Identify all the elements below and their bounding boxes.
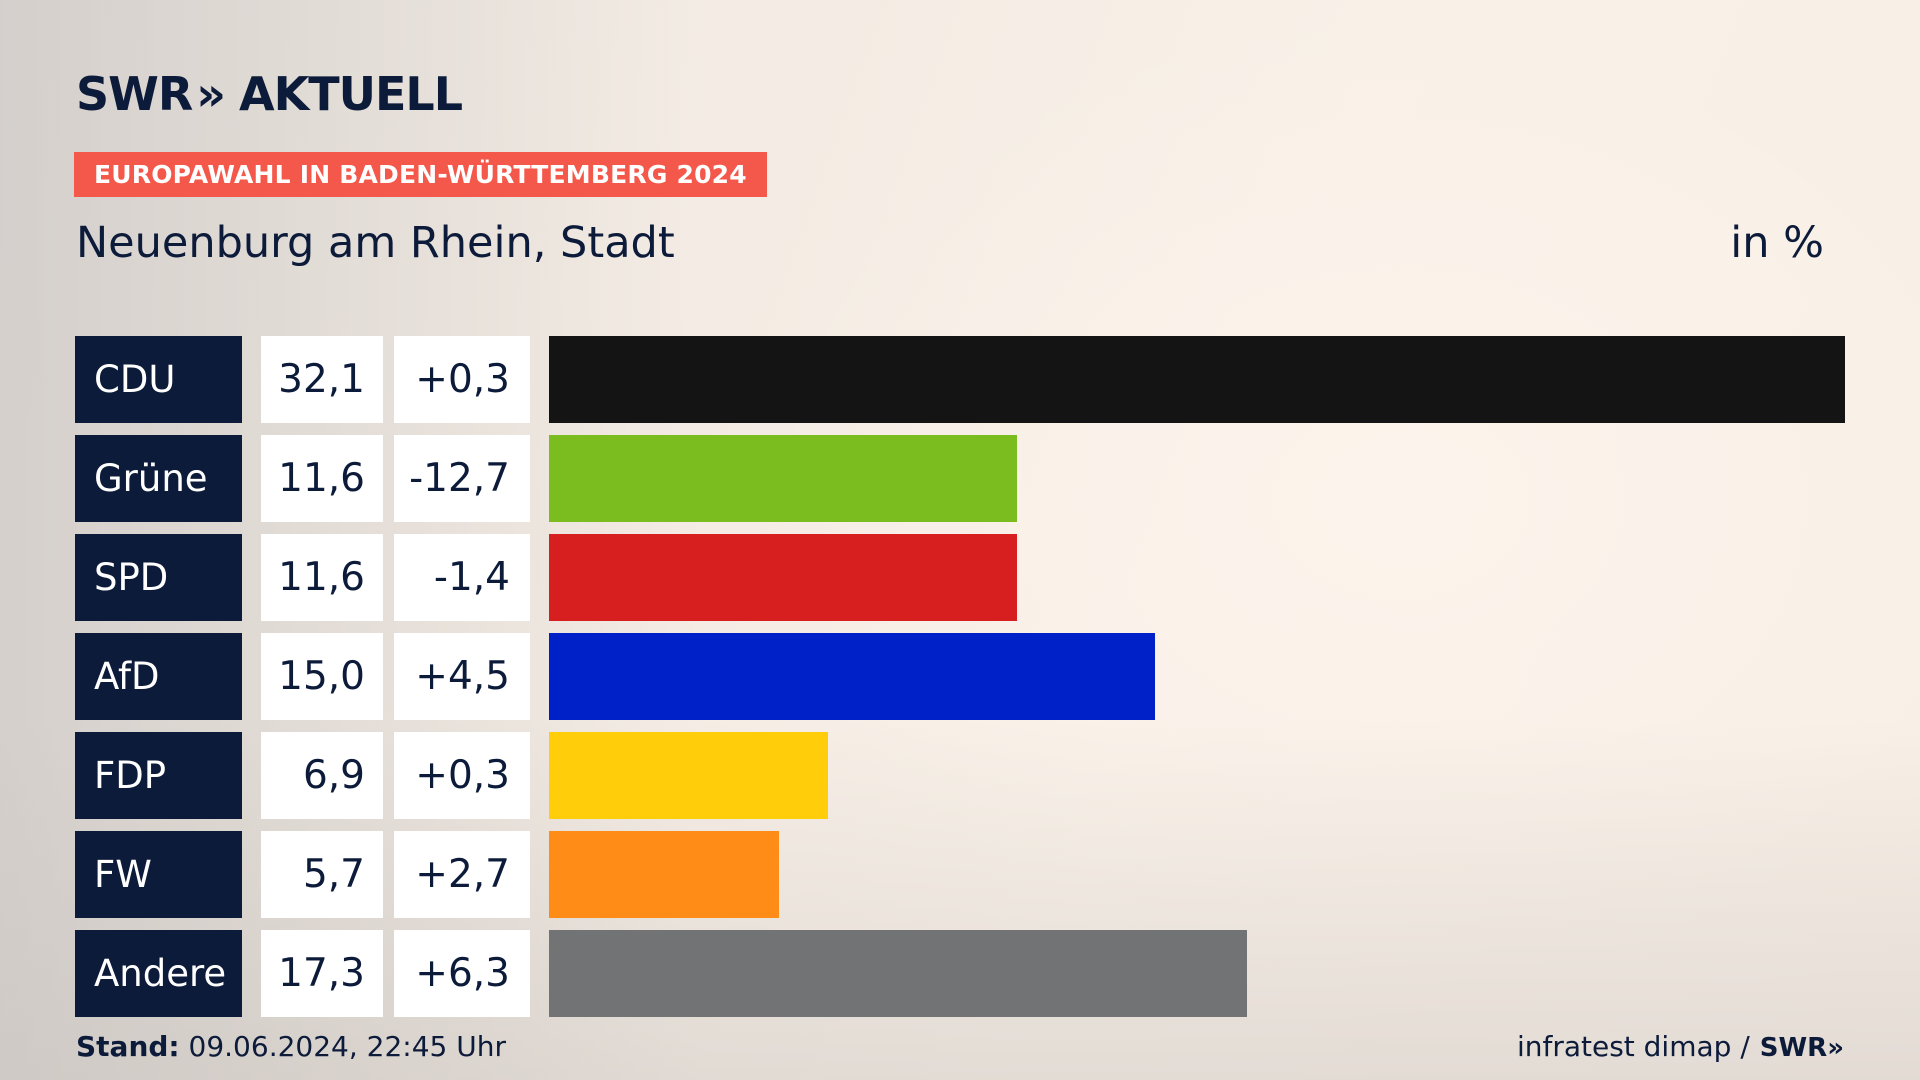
- result-row: Andere 17,3 +6,3: [75, 930, 1845, 1017]
- party-label: SPD: [75, 534, 242, 621]
- swr-small-logo: SWR»: [1759, 1033, 1844, 1063]
- result-row: AfD 15,0 +4,5: [75, 633, 1845, 720]
- vote-share-value: 17,3: [261, 930, 383, 1017]
- region-title: Neuenburg am Rhein, Stadt: [76, 218, 675, 268]
- logo-aktuell-text: AKTUELL: [239, 67, 463, 121]
- election-badge: EUROPAWAHL IN BADEN-WÜRTTEMBERG 2024: [74, 152, 767, 197]
- result-row: SPD 11,6 -1,4: [75, 534, 1845, 621]
- vote-share-value: 5,7: [261, 831, 383, 918]
- result-bar: [549, 831, 779, 918]
- result-row: Grüne 11,6 -12,7: [75, 435, 1845, 522]
- source-text: infratest dimap /: [1516, 1030, 1750, 1063]
- logo-swr-text: SWR: [76, 67, 193, 121]
- swr-aktuell-logo: SWR » AKTUELL: [76, 64, 463, 124]
- result-bar: [549, 435, 1017, 522]
- party-label: AfD: [75, 633, 242, 720]
- logo-chevrons-icon: »: [196, 67, 226, 121]
- footer-source: infratest dimap / SWR»: [1517, 1030, 1844, 1063]
- result-row: FW 5,7 +2,7: [75, 831, 1845, 918]
- change-value: +0,3: [394, 336, 530, 423]
- result-row: FDP 6,9 +0,3: [75, 732, 1845, 819]
- result-bar: [549, 336, 1845, 423]
- unit-label: in %: [1730, 218, 1824, 268]
- party-label: Andere: [75, 930, 242, 1017]
- change-value: +2,7: [394, 831, 530, 918]
- result-bar: [549, 534, 1017, 621]
- vote-share-value: 32,1: [261, 336, 383, 423]
- party-label: Grüne: [75, 435, 242, 522]
- change-value: -1,4: [394, 534, 530, 621]
- party-label: CDU: [75, 336, 242, 423]
- party-label: FW: [75, 831, 242, 918]
- result-bar: [549, 732, 828, 819]
- change-value: +6,3: [394, 930, 530, 1017]
- vote-share-value: 6,9: [261, 732, 383, 819]
- party-label: FDP: [75, 732, 242, 819]
- stand-label: Stand:: [76, 1030, 180, 1063]
- change-value: +0,3: [394, 732, 530, 819]
- vote-share-value: 15,0: [261, 633, 383, 720]
- result-bar: [549, 930, 1247, 1017]
- result-row: CDU 32,1 +0,3: [75, 336, 1845, 423]
- vote-share-value: 11,6: [261, 435, 383, 522]
- vote-share-value: 11,6: [261, 534, 383, 621]
- footer-stand: Stand: 09.06.2024, 22:45 Uhr: [76, 1030, 506, 1063]
- stand-value: 09.06.2024, 22:45 Uhr: [188, 1030, 506, 1063]
- result-bar: [549, 633, 1155, 720]
- change-value: +4,5: [394, 633, 530, 720]
- change-value: -12,7: [394, 435, 530, 522]
